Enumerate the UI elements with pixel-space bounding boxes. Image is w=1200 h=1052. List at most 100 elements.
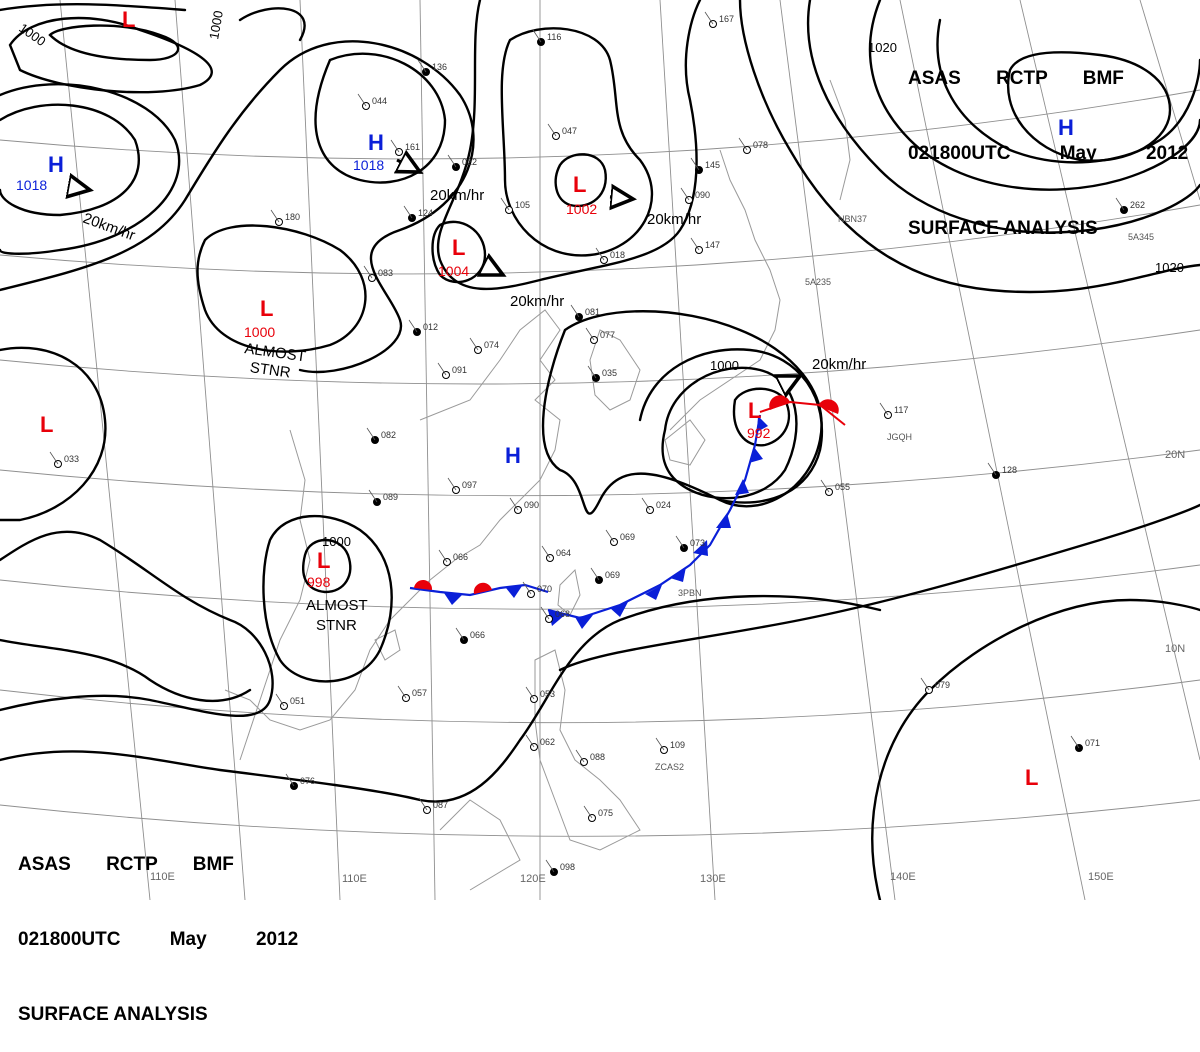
isobar xyxy=(0,638,252,703)
movement-arrow xyxy=(782,376,800,385)
station-pressure: 117 xyxy=(894,405,908,415)
station-plot: 044 xyxy=(357,93,387,110)
movement-speed: 20km/hr xyxy=(647,211,701,228)
station-plot: 097 xyxy=(447,477,477,494)
wind-barb xyxy=(469,337,479,351)
station-pressure: 077 xyxy=(600,330,615,340)
station-pressure: 087 xyxy=(433,800,448,810)
cold-front-triangle xyxy=(645,585,662,600)
movement-arrow xyxy=(610,197,633,199)
longitude-label: 120E xyxy=(520,873,546,885)
movement-arrows xyxy=(68,160,800,385)
station-pressure: 057 xyxy=(412,688,427,698)
wind-barb xyxy=(738,137,748,151)
station-pressure: 018 xyxy=(610,250,625,260)
station-pressure: 074 xyxy=(484,340,499,350)
wind-barb xyxy=(920,677,930,691)
movement-arrow xyxy=(483,265,503,275)
high-pressure-symbol: H xyxy=(368,130,384,155)
isobar xyxy=(8,16,213,94)
station-plot: 109 xyxy=(655,737,685,754)
isobar xyxy=(238,7,306,42)
isobar-label: 1000 xyxy=(322,534,351,549)
japan-kyushu xyxy=(664,419,706,466)
station-pressure: 089 xyxy=(383,492,398,502)
station-plot: 088 xyxy=(575,749,605,766)
station-pressure: 079 xyxy=(935,680,950,690)
station-codes: NBN37 JGQH ZCAS2 3PBN 5A235 5A345 xyxy=(655,214,1154,772)
station-plot: 079 xyxy=(920,677,950,694)
wind-barb xyxy=(438,549,448,563)
surface-analysis-map: 136 044 161 022 047 018 116 105 180 124 083 074 081 0… xyxy=(0,0,1200,900)
wind-barb xyxy=(447,154,457,168)
latitude-line xyxy=(0,564,1200,610)
station-plot: 180 xyxy=(270,209,300,226)
station-pressure: 109 xyxy=(670,740,685,750)
station-plot: 055 xyxy=(820,479,850,496)
low-pressure-value: 998 xyxy=(307,574,331,590)
station-plot: 083 xyxy=(363,265,393,282)
station-pressure: 073 xyxy=(690,538,705,548)
latitude-line xyxy=(0,679,1200,724)
japan-coast xyxy=(669,149,781,431)
station-code: 5A235 xyxy=(805,277,831,287)
station-pressure: 062 xyxy=(540,737,555,747)
stationary-front xyxy=(409,579,549,605)
station-plot: 081 xyxy=(570,304,600,321)
cold-front-triangle xyxy=(610,602,628,617)
cold-front-triangle xyxy=(670,567,686,582)
station-plot: 074 xyxy=(469,337,499,354)
longitude-line xyxy=(899,0,1086,900)
longitude-label: 130E xyxy=(700,873,726,885)
wind-barb xyxy=(587,365,597,379)
station-plot: 116 xyxy=(532,29,561,46)
wind-barb xyxy=(500,197,510,211)
station-pressure: 083 xyxy=(378,268,393,278)
header-line-1: ASAS RCTP BMF xyxy=(18,854,234,875)
wind-barb xyxy=(397,685,407,699)
cold-front-triangle xyxy=(548,610,566,626)
header-line-1: ASAS RCTP BMF xyxy=(908,68,1124,89)
isobar xyxy=(661,366,798,500)
cold-front-triangle xyxy=(444,593,462,605)
low-pressure-symbol: L xyxy=(122,7,135,32)
high-pressure-value: 1018 xyxy=(353,157,384,173)
isobar xyxy=(48,24,180,62)
cold-front-triangle xyxy=(693,540,708,556)
cold-front-triangle xyxy=(735,479,749,495)
wind-barb xyxy=(879,402,889,416)
station-pressure: 035 xyxy=(602,368,617,378)
low-pressure-value: 1002 xyxy=(566,201,597,217)
isobar xyxy=(541,310,823,515)
indochina-coast xyxy=(239,429,311,761)
station-pressure: 090 xyxy=(695,190,710,200)
isobar-label: 1020 xyxy=(1155,260,1184,275)
station-plot: 069 xyxy=(590,567,620,584)
low-pressure-symbol: L xyxy=(40,412,53,437)
longitude-line xyxy=(1019,0,1200,761)
movement-speed: 20km/hr xyxy=(812,356,866,373)
wind-barb xyxy=(532,29,542,43)
station-pressure: 075 xyxy=(598,808,613,818)
station-pressure: 078 xyxy=(753,140,768,150)
wind-barb xyxy=(275,693,285,707)
station-pressure: 147 xyxy=(705,240,720,250)
isobar xyxy=(500,27,654,257)
wind-barb xyxy=(690,157,700,171)
wind-barb xyxy=(366,427,376,441)
longitude-line xyxy=(779,0,896,900)
station-pressure: 167 xyxy=(719,14,734,24)
station-pressure: 081 xyxy=(585,307,600,317)
isobar xyxy=(806,0,1200,234)
high-pressure-symbol: H xyxy=(505,443,521,468)
isobar xyxy=(554,153,607,208)
wind-barb xyxy=(641,497,651,511)
station-plot: 090 xyxy=(509,497,539,514)
wind-barb xyxy=(570,304,580,318)
station-plot: 069 xyxy=(605,529,635,546)
warm-front-semicircle xyxy=(818,399,839,414)
front-line xyxy=(547,414,762,620)
station-pressure: 105 xyxy=(515,200,530,210)
station-code: ZCAS2 xyxy=(655,762,684,772)
isobar xyxy=(558,503,1200,672)
